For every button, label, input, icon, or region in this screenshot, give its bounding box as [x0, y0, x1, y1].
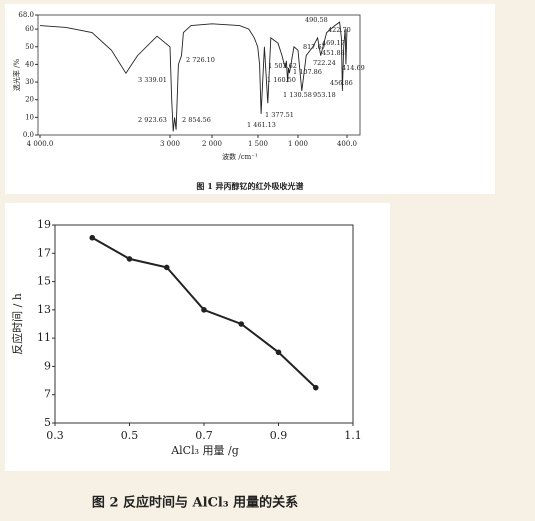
x-tick-label: 1.1 — [344, 429, 362, 442]
x-tick-label: 2 000 — [202, 140, 222, 148]
figure-1-panel — [5, 4, 495, 194]
data-point — [163, 264, 170, 271]
peak-label: 456.86 — [330, 79, 353, 87]
data-line — [39, 21, 348, 132]
peak-label: 451.88 — [322, 49, 345, 57]
peak-label: 2 726.10 — [186, 56, 215, 64]
x-axis-label: 波数 /cm⁻¹ — [222, 152, 258, 161]
data-point — [126, 256, 133, 262]
x-tick-label: 0.5 — [121, 429, 139, 442]
y-tick-label: 17 — [37, 246, 51, 259]
y-axis-label: 反应时间 / h — [10, 293, 24, 355]
peak-label: 3 339.01 — [138, 76, 167, 84]
peak-label: 469.17 — [322, 39, 345, 47]
x-tick-label: 0.3 — [46, 429, 64, 442]
peak-label: 2 923.63 — [138, 116, 167, 124]
peak-label: 1 461.13 — [247, 121, 276, 129]
chart-title: 图 1 异丙醇钇的红外吸收光谱 — [196, 181, 303, 191]
x-tick-label: 0.9 — [270, 429, 288, 442]
y-tick-label: 9 — [44, 359, 51, 372]
y-axis-label: 透光率 /% — [12, 59, 21, 92]
y-tick-label: 60 — [25, 25, 34, 33]
peak-label: 2 854.56 — [182, 116, 211, 124]
x-tick-label: 1 000 — [288, 140, 308, 148]
data-point — [275, 349, 282, 356]
x-tick-label: 4 000.0 — [27, 140, 54, 148]
y-tick-label: 20 — [25, 96, 34, 104]
data-point — [89, 234, 96, 241]
peak-label: 1 160.50 — [267, 76, 296, 84]
y-tick-label: 13 — [37, 303, 51, 316]
x-tick-label: 400.0 — [337, 140, 357, 148]
figure-2-panel — [5, 203, 390, 471]
x-tick-label: 1 500 — [248, 140, 268, 148]
y-tick-label: 11 — [37, 331, 51, 344]
peak-label: 817.67 — [303, 43, 326, 51]
x-tick-label: 0.7 — [195, 429, 213, 442]
y-tick-label: 15 — [37, 275, 51, 288]
y-tick-label: 0.0 — [23, 131, 34, 139]
data-point — [201, 307, 207, 313]
chart-title: 图 2 反应时间与 AlCl₃ 用量的关系 — [92, 495, 298, 511]
peak-label: 414.69 — [342, 64, 365, 72]
peak-label: 1 377.51 — [265, 111, 294, 119]
y-tick-label: 30 — [25, 78, 34, 86]
y-tick-label: 40 — [25, 60, 34, 68]
peak-label: 722.24 — [313, 59, 336, 67]
plot-frame — [37, 14, 361, 136]
y-tick-label: 5 — [44, 416, 51, 429]
x-axis-label: AlCl₃ 用量 /g — [170, 444, 239, 457]
peak-label: 953.18 — [313, 91, 336, 99]
peak-label: 422.70 — [328, 26, 351, 34]
y-tick-label: 50 — [25, 43, 34, 51]
x-tick-label: 3 000 — [160, 140, 180, 148]
data-point — [238, 321, 245, 327]
peak-label: 1 107.86 — [293, 68, 322, 76]
y-tick-label: 19 — [37, 218, 51, 231]
y-tick-label: 10 — [25, 113, 34, 121]
peak-label: 1 130.58 — [283, 91, 312, 99]
peak-label: 1 503.62 — [268, 62, 297, 70]
y-tick-label: 68.0 — [18, 11, 34, 19]
peak-label: 490.58 — [305, 16, 328, 24]
data-point — [312, 384, 319, 391]
y-tick-label: 7 — [44, 388, 51, 401]
